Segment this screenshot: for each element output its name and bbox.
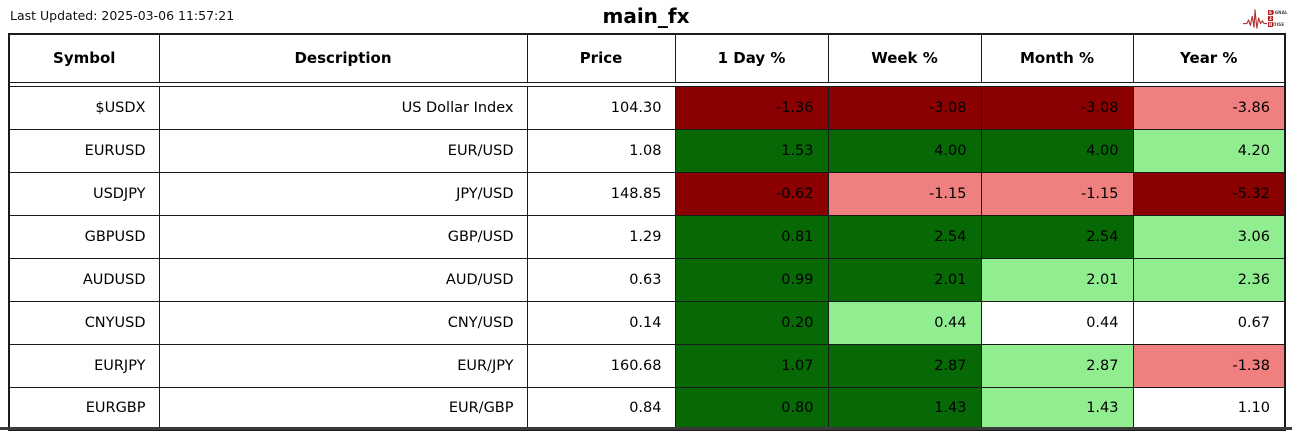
change-cell: 0.20: [674, 300, 829, 345]
logo-letter-2: 2: [1268, 15, 1273, 21]
change-cell: 0.67: [1132, 300, 1286, 345]
change-cell: 1.53: [674, 128, 829, 173]
signal-noise-logo: S IGNAL 2 N OISE: [1243, 2, 1289, 30]
column-header-price: Price: [526, 33, 676, 83]
price-cell: 0.63: [526, 257, 676, 302]
change-cell: 2.87: [827, 343, 982, 388]
description-cell: EUR/GBP: [158, 386, 528, 431]
fx-table-body: $USDX US Dollar Index 104.30 -1.36 -3.08 -3.0…: [8, 82, 1286, 431]
description-cell: AUD/USD: [158, 257, 528, 302]
logo-letter-n: N: [1268, 21, 1273, 27]
symbol-cell: EURJPY: [8, 343, 160, 388]
change-cell: 4.00: [827, 128, 982, 173]
change-cell: -0.62: [674, 171, 829, 216]
column-header-1-day-: 1 Day %: [674, 33, 829, 83]
price-cell: 104.30: [526, 85, 676, 130]
price-cell: 0.84: [526, 386, 676, 431]
waveform-icon: [1243, 9, 1267, 29]
change-cell: 2.54: [827, 214, 982, 259]
change-cell: -1.36: [674, 85, 829, 130]
column-header-symbol: Symbol: [8, 33, 160, 83]
change-cell: 0.99: [674, 257, 829, 302]
change-cell: 4.20: [1132, 128, 1286, 173]
symbol-cell: USDJPY: [8, 171, 160, 216]
column-header-year-: Year %: [1132, 33, 1286, 83]
symbol-cell: GBPUSD: [8, 214, 160, 259]
change-cell: -5.32: [1132, 171, 1286, 216]
page-title: main_fx: [602, 4, 690, 28]
change-cell: -1.15: [980, 171, 1134, 216]
change-cell: 1.10: [1132, 386, 1286, 431]
table-row: EURJPY EUR/JPY 160.68 1.07 2.87 2.87 -1.38: [8, 343, 1286, 388]
price-cell: 148.85: [526, 171, 676, 216]
price-cell: 1.29: [526, 214, 676, 259]
change-cell: 2.01: [980, 257, 1134, 302]
change-cell: 2.87: [980, 343, 1134, 388]
symbol-cell: AUDUSD: [8, 257, 160, 302]
change-cell: 1.43: [980, 386, 1134, 431]
change-cell: 1.07: [674, 343, 829, 388]
change-cell: -1.38: [1132, 343, 1286, 388]
change-cell: 0.81: [674, 214, 829, 259]
table-row: AUDUSD AUD/USD 0.63 0.99 2.01 2.01 2.36: [8, 257, 1286, 302]
symbol-cell: CNYUSD: [8, 300, 160, 345]
header-gap-row: [9, 82, 1285, 86]
logo-text: S IGNAL 2 N OISE: [1268, 9, 1288, 27]
last-updated-label: Last Updated: 2025-03-06 11:57:21: [10, 8, 235, 23]
description-cell: EUR/USD: [158, 128, 528, 173]
table-row: GBPUSD GBP/USD 1.29 0.81 2.54 2.54 3.06: [8, 214, 1286, 259]
fx-table: Symbol Description Price 1 Day % Week % Month…: [8, 33, 1286, 431]
change-cell: 3.06: [1132, 214, 1286, 259]
symbol-cell: $USDX: [8, 85, 160, 130]
change-cell: 2.36: [1132, 257, 1286, 302]
change-cell: 2.54: [980, 214, 1134, 259]
column-header-week-: Week %: [827, 33, 982, 83]
change-cell: 0.80: [674, 386, 829, 431]
table-row: USDJPY JPY/USD 148.85 -0.62 -1.15 -1.15 -5.32: [8, 171, 1286, 216]
change-cell: 4.00: [980, 128, 1134, 173]
change-cell: -3.08: [827, 85, 982, 130]
change-cell: 0.44: [980, 300, 1134, 345]
description-cell: CNY/USD: [158, 300, 528, 345]
description-cell: GBP/USD: [158, 214, 528, 259]
description-cell: US Dollar Index: [158, 85, 528, 130]
bottom-divider: [0, 427, 1292, 430]
change-cell: 0.44: [827, 300, 982, 345]
table-row: EURGBP EUR/GBP 0.84 0.80 1.43 1.43 1.10: [8, 386, 1286, 431]
change-cell: -3.08: [980, 85, 1134, 130]
change-cell: 1.43: [827, 386, 982, 431]
symbol-cell: EURUSD: [8, 128, 160, 173]
table-row: $USDX US Dollar Index 104.30 -1.36 -3.08 -3.0…: [8, 85, 1286, 130]
symbol-cell: EURGBP: [8, 386, 160, 431]
table-row: EURUSD EUR/USD 1.08 1.53 4.00 4.00 4.20: [8, 128, 1286, 173]
change-cell: -3.86: [1132, 85, 1286, 130]
change-cell: -1.15: [827, 171, 982, 216]
column-header-description: Description: [158, 33, 528, 83]
column-header-month-: Month %: [980, 33, 1134, 83]
change-cell: 2.01: [827, 257, 982, 302]
description-cell: JPY/USD: [158, 171, 528, 216]
price-cell: 0.14: [526, 300, 676, 345]
fx-table-header-row: Symbol Description Price 1 Day % Week % Month…: [8, 33, 1286, 83]
table-row: CNYUSD CNY/USD 0.14 0.20 0.44 0.44 0.67: [8, 300, 1286, 345]
price-cell: 160.68: [526, 343, 676, 388]
price-cell: 1.08: [526, 128, 676, 173]
description-cell: EUR/JPY: [158, 343, 528, 388]
logo-letter-s: S: [1268, 9, 1273, 15]
